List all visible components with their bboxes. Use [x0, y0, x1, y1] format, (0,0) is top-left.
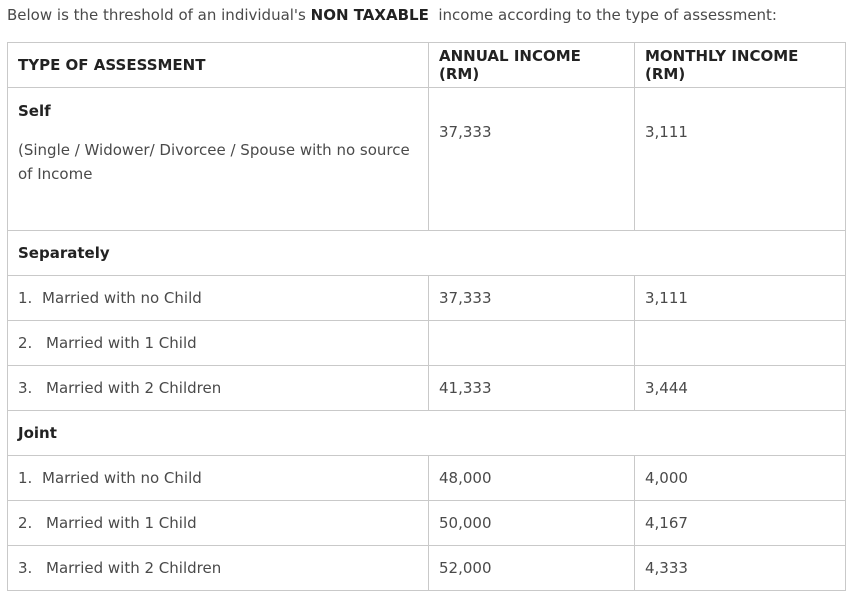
row-annual	[428, 320, 635, 366]
intro-text: Below is the threshold of an individual'…	[7, 5, 847, 25]
row-number: 2.	[18, 514, 33, 532]
row-label: Married with 2 Children	[46, 379, 222, 397]
self-monthly: 3,111	[634, 87, 846, 231]
row-monthly: 3,111	[634, 275, 846, 321]
table-row: 3. Married with 2 Children 41,333 3,444	[7, 365, 846, 411]
intro-suffix: income according to the type of assessme…	[428, 6, 777, 24]
row-number: 1.	[18, 469, 33, 487]
self-title: Self	[18, 102, 51, 120]
row-annual: 52,000	[428, 545, 635, 591]
row-label: Married with no Child	[42, 469, 202, 487]
row-label-cell: 2. Married with 1 Child	[7, 320, 429, 366]
self-description: (Single / Widower/ Divorcee / Spouse wit…	[18, 141, 410, 183]
row-label: Married with no Child	[42, 289, 202, 307]
self-cell: Self (Single / Widower/ Divorcee / Spous…	[7, 87, 429, 231]
table-row: 1. Married with no Child 48,000 4,000	[7, 455, 846, 501]
row-label-cell: 1. Married with no Child	[7, 455, 429, 501]
row-annual: 41,333	[428, 365, 635, 411]
table-header-row: TYPE OF ASSESSMENT ANNUAL INCOME (RM) MO…	[7, 42, 846, 88]
row-label: Married with 1 Child	[46, 334, 197, 352]
row-annual: 50,000	[428, 500, 635, 546]
row-label: Married with 1 Child	[46, 514, 197, 532]
table-row: 3. Married with 2 Children 52,000 4,333	[7, 545, 846, 591]
tax-threshold-table: TYPE OF ASSESSMENT ANNUAL INCOME (RM) MO…	[7, 42, 846, 591]
row-monthly: 3,444	[634, 365, 846, 411]
row-monthly: 4,000	[634, 455, 846, 501]
row-number: 3.	[18, 379, 33, 397]
row-label: Married with 2 Children	[46, 559, 222, 577]
row-number: 1.	[18, 289, 33, 307]
row-number: 2.	[18, 334, 33, 352]
row-label-cell: 3. Married with 2 Children	[7, 365, 429, 411]
self-annual: 37,333	[428, 87, 635, 231]
table-row-self: Self (Single / Widower/ Divorcee / Spous…	[7, 87, 846, 231]
row-label-cell: 3. Married with 2 Children	[7, 545, 429, 591]
section-row-joint: Joint	[7, 410, 846, 456]
section-title-separately: Separately	[7, 230, 846, 276]
row-monthly: 4,167	[634, 500, 846, 546]
row-monthly	[634, 320, 846, 366]
row-annual: 37,333	[428, 275, 635, 321]
header-monthly: MONTHLY INCOME (RM)	[634, 42, 846, 88]
row-number: 3.	[18, 559, 33, 577]
intro-bold: NON TAXABLE	[310, 6, 429, 24]
section-row-separately: Separately	[7, 230, 846, 276]
intro-prefix: Below is the threshold of an individual'…	[7, 6, 311, 24]
table-row: 1. Married with no Child 37,333 3,111	[7, 275, 846, 321]
row-annual: 48,000	[428, 455, 635, 501]
row-label-cell: 2. Married with 1 Child	[7, 500, 429, 546]
row-monthly: 4,333	[634, 545, 846, 591]
table-row: 2. Married with 1 Child	[7, 320, 846, 366]
section-title-joint: Joint	[7, 410, 846, 456]
row-label-cell: 1. Married with no Child	[7, 275, 429, 321]
header-type: TYPE OF ASSESSMENT	[7, 42, 429, 88]
header-annual: ANNUAL INCOME (RM)	[428, 42, 635, 88]
table-row: 2. Married with 1 Child 50,000 4,167	[7, 500, 846, 546]
